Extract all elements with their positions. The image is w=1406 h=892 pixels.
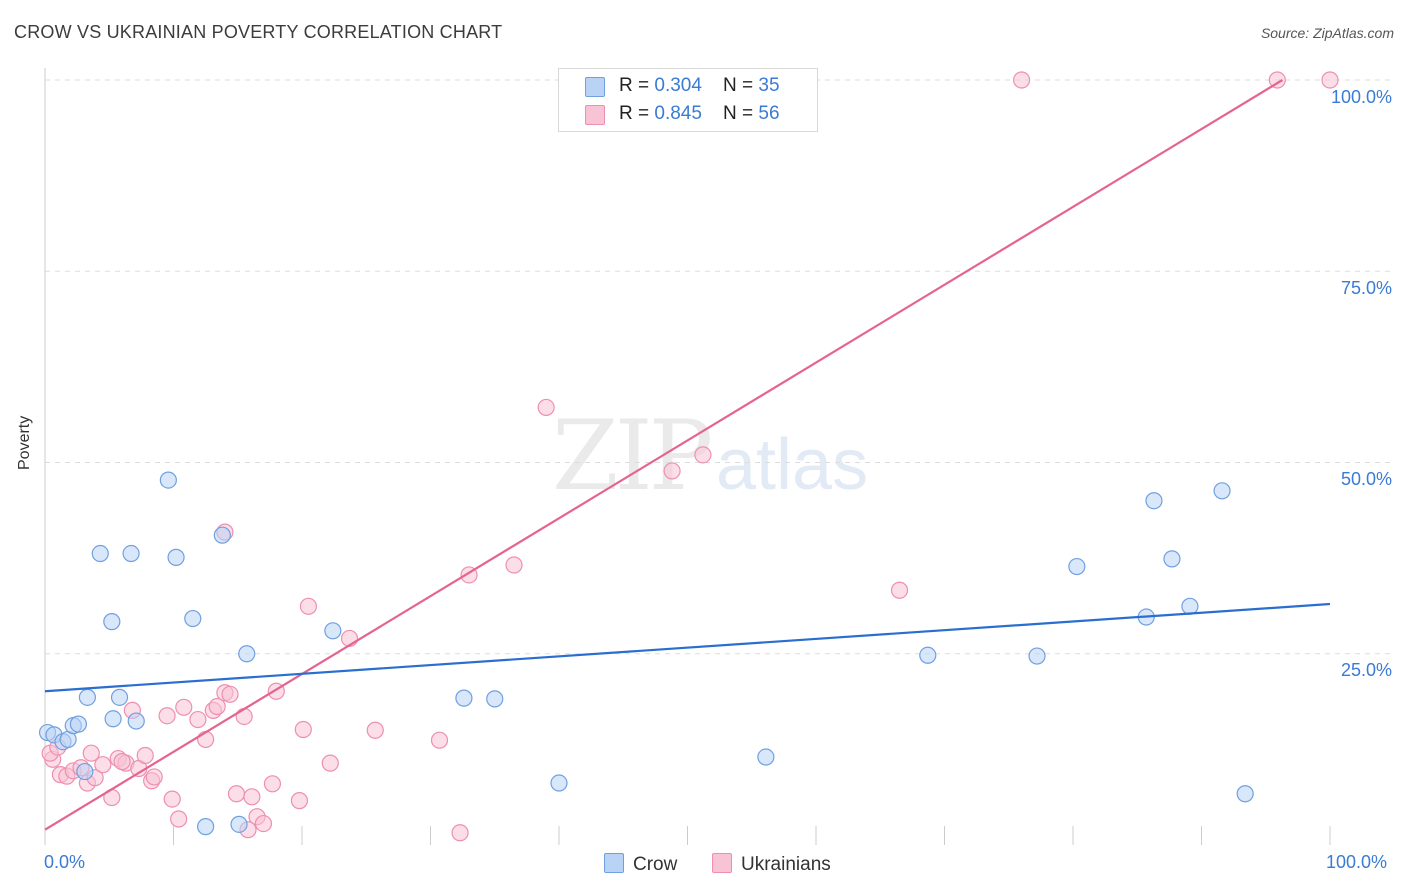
crow-point xyxy=(757,748,775,766)
ukrainians-point xyxy=(505,556,523,574)
crow-point xyxy=(238,645,256,663)
crow-point xyxy=(1181,597,1199,615)
ukr-r-label: R = xyxy=(619,103,655,124)
ukrainians-point xyxy=(663,462,681,480)
ukrainians-point xyxy=(163,790,181,808)
crow-point xyxy=(184,609,202,628)
ukrainians-point xyxy=(537,398,555,417)
crow-point xyxy=(486,690,504,708)
watermark-atlas: atlas xyxy=(716,425,869,505)
crow-n-value: 35 xyxy=(758,75,780,96)
ukrainians-point xyxy=(175,698,193,716)
crow-point xyxy=(127,712,145,730)
ukr-n-label: N = xyxy=(723,103,759,124)
crow-point xyxy=(1236,785,1254,803)
crow-legend-swatch xyxy=(604,853,624,873)
points xyxy=(38,71,1339,842)
source-label: Source: ZipAtlas.com xyxy=(1260,25,1394,41)
ukrainians-point xyxy=(158,707,176,725)
crow-point xyxy=(197,818,215,836)
stats-legend: R = 0.304 N = 35 R = 0.845 N = 56 xyxy=(558,68,818,132)
crow-trend-line xyxy=(44,602,1331,693)
ukrainians-point xyxy=(227,785,246,803)
crow-point xyxy=(213,526,231,544)
ukrainians-point xyxy=(113,753,131,771)
ukrainians-point xyxy=(321,754,339,772)
ukrainians-point xyxy=(294,720,312,739)
legend-item-crow[interactable]: Crow xyxy=(604,852,677,878)
ukrainians-point xyxy=(235,707,253,726)
crow-n-label: N = xyxy=(723,75,759,96)
crow-point xyxy=(1028,647,1046,665)
ukrainians-point xyxy=(299,597,318,615)
y-tick-25: 25.0% xyxy=(1340,660,1392,680)
crow-point xyxy=(1213,482,1231,500)
ukrainians-point xyxy=(145,768,163,786)
ukrainians-point xyxy=(243,788,261,806)
crow-point xyxy=(1163,550,1181,568)
ukrainians-point xyxy=(290,792,309,810)
ukrainians-point xyxy=(94,756,112,774)
ukrainians-point xyxy=(208,697,226,716)
watermark-zip: ZIP xyxy=(552,400,713,512)
crow-point xyxy=(122,544,140,563)
grid-lines xyxy=(45,79,1392,655)
ukrainians-point xyxy=(136,746,154,765)
ukrainians-point xyxy=(221,685,239,703)
ukrainians-point xyxy=(430,731,449,749)
ukrainians-point xyxy=(170,810,188,828)
crow-point xyxy=(919,646,937,664)
crow-r-value: 0.304 xyxy=(654,75,702,96)
ukrainians-point xyxy=(890,581,909,599)
ukrainians-legend-label: Ukrainians xyxy=(741,854,831,875)
ukr-n-value: 56 xyxy=(758,103,780,124)
ukrainians-point xyxy=(1012,71,1031,89)
crow-point xyxy=(103,613,121,631)
x-tick-100: 100.0% xyxy=(1326,852,1388,872)
chart-title: CROW VS UKRAINIAN POVERTY CORRELATION CH… xyxy=(14,22,503,42)
y-tick-50: 50.0% xyxy=(1340,469,1392,489)
crow-point xyxy=(455,689,473,707)
crow-r-label: R = xyxy=(619,75,655,96)
crow-point xyxy=(550,774,568,792)
axes xyxy=(44,68,1331,845)
y-tick-75: 75.0% xyxy=(1340,278,1392,298)
ukrainians-point xyxy=(189,710,207,729)
crow-point xyxy=(1145,492,1163,510)
legend-item-ukrainians[interactable]: Ukrainians xyxy=(712,852,831,878)
crow-point xyxy=(230,815,248,833)
ukr-r-value: 0.845 xyxy=(654,103,702,124)
crow-point xyxy=(69,715,88,733)
crow-point xyxy=(167,548,185,566)
ukrainians-trend-line xyxy=(44,79,1284,831)
y-tick-100: 100.0% xyxy=(1330,87,1392,107)
crow-legend-label: Crow xyxy=(633,854,678,875)
x-tick-0: 0.0% xyxy=(44,852,86,872)
crow-point xyxy=(1068,557,1086,576)
ukrainians-legend-swatch xyxy=(712,853,732,873)
ukrainians-point xyxy=(694,446,712,464)
crow-swatch xyxy=(585,77,605,97)
ukrainians-point xyxy=(366,721,384,739)
crow-point xyxy=(104,710,122,728)
ukrainians-point xyxy=(1268,71,1286,89)
ukrainians-point xyxy=(263,775,282,793)
crow-point xyxy=(324,622,342,640)
ukrainians-swatch xyxy=(585,105,605,125)
crow-point xyxy=(78,688,97,706)
crow-point xyxy=(110,688,129,706)
ukrainians-point xyxy=(197,730,215,749)
crow-point xyxy=(91,544,109,563)
crow-point xyxy=(76,762,94,781)
ukrainians-point xyxy=(82,744,100,762)
ukrainians-point xyxy=(254,814,273,833)
crow-point xyxy=(159,471,177,489)
trend-lines xyxy=(44,79,1331,831)
ukrainians-point xyxy=(1321,71,1339,89)
ukrainians-point xyxy=(451,824,469,842)
